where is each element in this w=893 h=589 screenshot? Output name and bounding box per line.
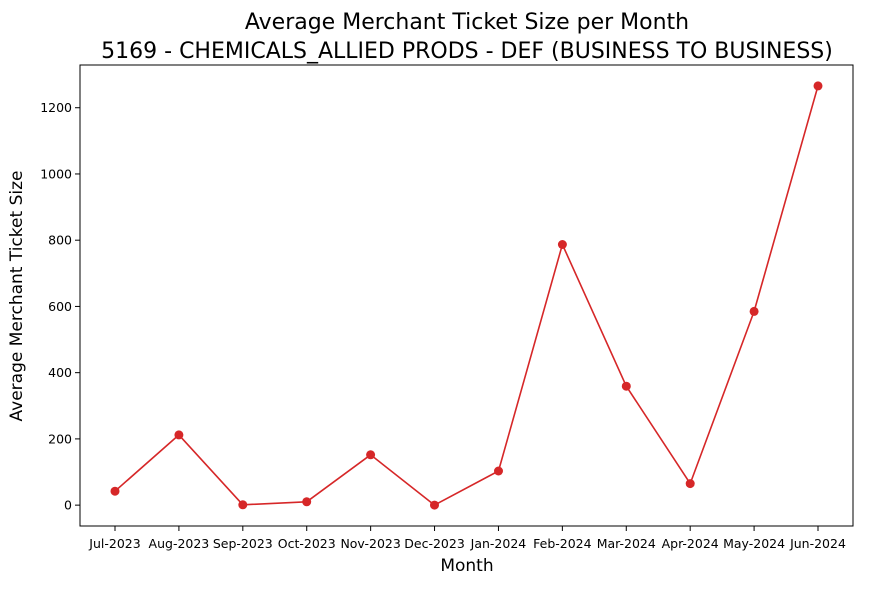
y-axis-label: Average Merchant Ticket Size (7, 171, 27, 422)
y-tick-label: 1200 (40, 100, 72, 115)
data-point (366, 450, 376, 460)
data-point (302, 497, 312, 507)
data-point (110, 486, 120, 496)
x-tick-label: May-2024 (723, 536, 785, 551)
x-tick-label: Sep-2023 (213, 536, 273, 551)
x-tick-label: Jul-2023 (88, 536, 140, 551)
y-tick-label: 200 (48, 431, 72, 446)
data-point (749, 306, 759, 316)
x-axis: Jul-2023 Aug-2023 Sep-2023 Oct-2023 Nov-2023… (88, 526, 846, 551)
data-point (238, 500, 248, 510)
data-point (621, 381, 631, 391)
y-tick-label: 600 (48, 299, 72, 314)
x-tick-label: Dec-2023 (404, 536, 465, 551)
chart-title-line-2: 5169 - CHEMICALS_ALLIED PRODS - DEF (BUS… (101, 39, 833, 64)
y-tick-label: 1000 (40, 166, 72, 181)
x-tick-label: Jun-2024 (789, 536, 846, 551)
x-tick-label: Apr-2024 (662, 536, 719, 551)
plot-area (79, 64, 854, 527)
x-axis-label: Month (440, 556, 493, 576)
y-tick-label: 0 (64, 498, 72, 513)
x-tick-label: Feb-2024 (533, 536, 592, 551)
x-tick-label: Oct-2023 (278, 536, 336, 551)
series-line (114, 85, 819, 506)
x-tick-label: Mar-2024 (597, 536, 656, 551)
y-tick-label: 400 (48, 365, 72, 380)
data-point (430, 500, 439, 510)
data-point (557, 240, 567, 249)
plot-frame (79, 64, 854, 527)
data-point (174, 430, 184, 440)
x-tick-label: Jan-2024 (470, 536, 527, 551)
data-point (494, 466, 503, 476)
x-tick-label: Aug-2023 (149, 536, 210, 551)
data-point (813, 81, 823, 91)
chart-title-line-1: Average Merchant Ticket Size per Month (245, 10, 689, 35)
y-tick-label: 800 (48, 233, 72, 248)
x-tick-label: Nov-2023 (340, 536, 400, 551)
y-axis: 0 200 400 600 800 1000 1200 (40, 100, 80, 513)
data-point (685, 479, 695, 489)
